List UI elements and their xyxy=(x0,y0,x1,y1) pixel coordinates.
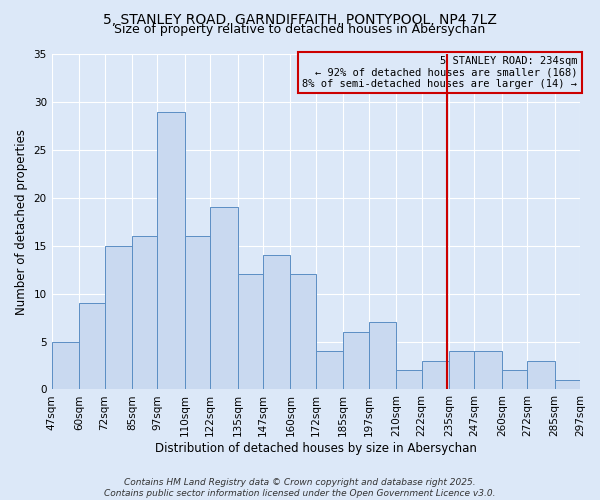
Bar xyxy=(132,236,157,390)
Bar xyxy=(210,208,238,390)
Text: Size of property relative to detached houses in Abersychan: Size of property relative to detached ho… xyxy=(115,22,485,36)
Bar xyxy=(290,274,316,390)
Y-axis label: Number of detached properties: Number of detached properties xyxy=(15,128,28,314)
Text: 5, STANLEY ROAD, GARNDIFFAITH, PONTYPOOL, NP4 7LZ: 5, STANLEY ROAD, GARNDIFFAITH, PONTYPOOL… xyxy=(103,12,497,26)
Text: 5 STANLEY ROAD: 234sqm
← 92% of detached houses are smaller (168)
8% of semi-det: 5 STANLEY ROAD: 234sqm ← 92% of detached… xyxy=(302,56,577,89)
Bar xyxy=(238,274,263,390)
Text: Contains HM Land Registry data © Crown copyright and database right 2025.
Contai: Contains HM Land Registry data © Crown c… xyxy=(104,478,496,498)
Bar xyxy=(527,360,554,390)
X-axis label: Distribution of detached houses by size in Abersychan: Distribution of detached houses by size … xyxy=(155,442,477,455)
Bar xyxy=(449,351,475,390)
Bar xyxy=(104,246,132,390)
Bar xyxy=(316,351,343,390)
Bar xyxy=(79,303,104,390)
Bar xyxy=(343,332,368,390)
Bar xyxy=(502,370,527,390)
Bar xyxy=(157,112,185,390)
Bar xyxy=(185,236,210,390)
Bar xyxy=(263,256,290,390)
Bar xyxy=(368,322,396,390)
Bar xyxy=(475,351,502,390)
Bar xyxy=(52,342,79,390)
Bar xyxy=(421,360,449,390)
Bar xyxy=(396,370,422,390)
Bar xyxy=(554,380,580,390)
